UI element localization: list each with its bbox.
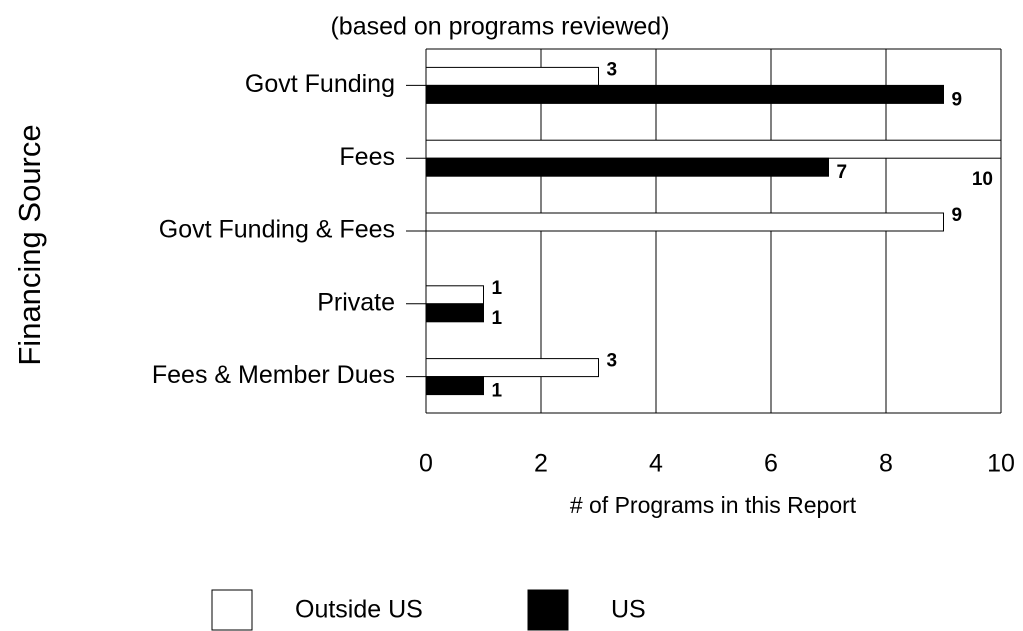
y-tick-label: Private: [317, 288, 395, 316]
data-label: 1: [492, 381, 503, 402]
bar: [425, 358, 599, 378]
x-tick-label: 0: [419, 450, 433, 478]
x-tick-label: 10: [987, 450, 1015, 478]
data-label: 10: [972, 169, 993, 190]
x-tick-label: 8: [879, 450, 893, 478]
y-tick-label: Fees: [339, 143, 395, 171]
chart-subtitle: (based on programs reviewed): [330, 13, 669, 41]
bar: [425, 157, 829, 177]
legend-label: Outside US: [295, 596, 423, 624]
y-tick-label: Govt Funding & Fees: [159, 216, 395, 244]
bar: [425, 84, 944, 104]
bar: [425, 66, 599, 86]
data-label: 1: [492, 278, 503, 299]
data-label: 1: [492, 308, 503, 329]
x-tick-label: 2: [534, 450, 548, 478]
y-axis-label: Financing Source: [12, 124, 47, 365]
data-label: 7: [837, 162, 848, 183]
legend-swatch: [211, 589, 253, 631]
y-tick-label: Fees & Member Dues: [152, 361, 395, 389]
legend-label: US: [611, 596, 646, 624]
data-label: 3: [607, 351, 618, 372]
legend-swatch: [527, 589, 569, 631]
data-label: 9: [952, 205, 963, 226]
bar: [425, 376, 484, 396]
bar: [425, 303, 484, 323]
x-axis-label: # of Programs in this Report: [570, 492, 857, 518]
bar: [425, 285, 484, 305]
x-tick-label: 4: [649, 450, 663, 478]
y-tick-label: Govt Funding: [245, 70, 395, 98]
data-label: 3: [607, 59, 618, 80]
bar: [425, 212, 944, 232]
x-tick-label: 6: [764, 450, 778, 478]
bar: [425, 139, 1002, 159]
data-label: 9: [952, 89, 963, 110]
